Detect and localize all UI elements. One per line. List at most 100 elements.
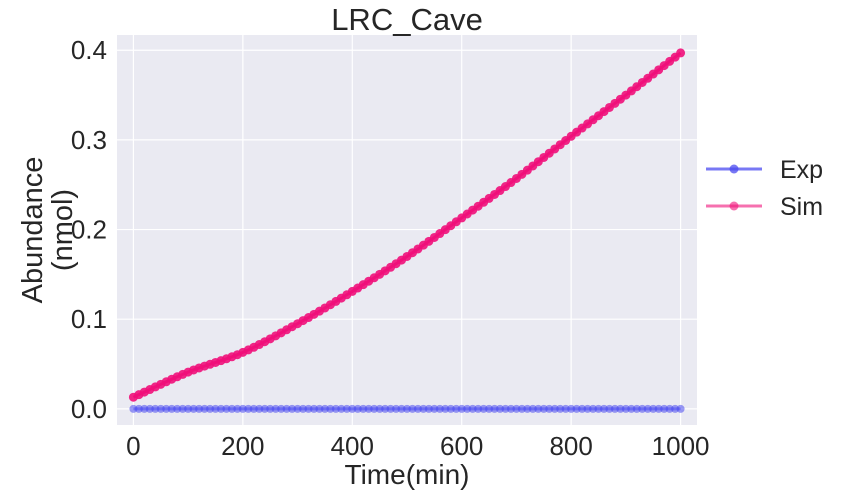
data-point-exp bbox=[392, 404, 401, 413]
data-point-exp bbox=[381, 404, 390, 413]
data-point-exp bbox=[556, 404, 565, 413]
data-point-exp bbox=[277, 404, 286, 413]
data-point-exp bbox=[222, 404, 231, 413]
data-point-exp bbox=[561, 404, 570, 413]
data-point-exp bbox=[238, 404, 247, 413]
data-point-exp bbox=[638, 404, 647, 413]
data-point-exp bbox=[490, 404, 499, 413]
data-point-exp bbox=[567, 404, 576, 413]
legend-label-sim: Sim bbox=[780, 193, 823, 221]
y-tick-label: 0.3 bbox=[71, 125, 107, 155]
data-point-exp bbox=[189, 404, 198, 413]
x-axis-label: Time(min) bbox=[345, 459, 470, 490]
series-layer bbox=[128, 48, 686, 413]
data-point-exp bbox=[485, 404, 494, 413]
x-tick-label: 800 bbox=[549, 431, 592, 461]
data-point-exp bbox=[129, 404, 138, 413]
data-point-exp bbox=[610, 404, 619, 413]
data-point-exp bbox=[523, 404, 532, 413]
legend-marker-exp bbox=[729, 164, 739, 174]
x-tick-label: 200 bbox=[221, 431, 264, 461]
data-point-exp bbox=[320, 404, 329, 413]
x-tick-label: 400 bbox=[331, 431, 374, 461]
data-point-exp bbox=[605, 404, 614, 413]
data-point-exp bbox=[408, 404, 417, 413]
data-point-exp bbox=[255, 404, 264, 413]
data-point-exp bbox=[271, 404, 280, 413]
data-point-exp bbox=[671, 404, 680, 413]
x-tick-label: 600 bbox=[440, 431, 483, 461]
data-point-exp bbox=[474, 404, 483, 413]
data-point-exp bbox=[151, 404, 160, 413]
data-point-exp bbox=[195, 404, 204, 413]
data-point-exp bbox=[309, 404, 318, 413]
data-point-exp bbox=[244, 404, 253, 413]
data-point-exp bbox=[266, 404, 275, 413]
data-point-exp bbox=[627, 404, 636, 413]
data-point-exp bbox=[167, 404, 176, 413]
data-point-exp bbox=[140, 404, 149, 413]
chart-title: LRC_Cave bbox=[331, 2, 483, 37]
data-point-exp bbox=[359, 404, 368, 413]
x-tick-label: 0 bbox=[126, 431, 140, 461]
x-axis-ticks: 0 200 400 600 800 1000 bbox=[126, 431, 709, 461]
data-point-exp bbox=[178, 404, 187, 413]
data-point-exp bbox=[419, 404, 428, 413]
data-point-exp bbox=[348, 404, 357, 413]
data-point-exp bbox=[227, 404, 236, 413]
data-point-exp bbox=[326, 404, 335, 413]
data-point-exp bbox=[501, 404, 510, 413]
data-point-exp bbox=[621, 404, 630, 413]
data-point-exp bbox=[599, 404, 608, 413]
series-exp bbox=[129, 404, 685, 413]
data-point-exp bbox=[578, 404, 587, 413]
legend-item-sim: Sim bbox=[706, 193, 823, 221]
data-point-exp bbox=[353, 404, 362, 413]
data-point-exp bbox=[200, 404, 209, 413]
data-point-exp bbox=[572, 404, 581, 413]
data-point-exp bbox=[649, 404, 658, 413]
data-point-exp bbox=[364, 404, 373, 413]
data-point-exp bbox=[660, 404, 669, 413]
data-point-exp bbox=[304, 404, 313, 413]
data-point-exp bbox=[315, 404, 324, 413]
data-point-exp bbox=[512, 404, 521, 413]
grid-lines bbox=[117, 35, 697, 425]
data-point-sim bbox=[676, 48, 686, 58]
data-point-exp bbox=[375, 404, 384, 413]
data-point-exp bbox=[446, 404, 455, 413]
data-point-exp bbox=[173, 404, 182, 413]
data-point-exp bbox=[435, 404, 444, 413]
data-point-exp bbox=[632, 404, 641, 413]
data-point-exp bbox=[184, 404, 193, 413]
data-point-exp bbox=[545, 404, 554, 413]
y-axis-ticks: 0.0 0.1 0.2 0.3 0.4 bbox=[71, 35, 107, 424]
data-point-exp bbox=[145, 404, 154, 413]
data-point-exp bbox=[441, 404, 450, 413]
x-tick-label: 1000 bbox=[652, 431, 710, 461]
data-point-exp bbox=[288, 404, 297, 413]
y-tick-label: 0.0 bbox=[71, 394, 107, 424]
data-point-exp bbox=[386, 404, 395, 413]
data-point-exp bbox=[342, 404, 351, 413]
data-point-exp bbox=[539, 404, 548, 413]
data-point-exp bbox=[676, 404, 685, 413]
data-point-exp bbox=[430, 404, 439, 413]
data-point-exp bbox=[583, 404, 592, 413]
data-point-exp bbox=[665, 404, 674, 413]
data-point-exp bbox=[337, 404, 346, 413]
data-point-exp bbox=[534, 404, 543, 413]
data-point-exp bbox=[452, 404, 461, 413]
data-point-exp bbox=[643, 404, 652, 413]
data-point-exp bbox=[370, 404, 379, 413]
data-point-exp bbox=[463, 404, 472, 413]
data-point-exp bbox=[216, 404, 225, 413]
data-point-exp bbox=[293, 404, 302, 413]
data-point-exp bbox=[517, 404, 526, 413]
data-point-exp bbox=[589, 404, 598, 413]
legend: Exp Sim bbox=[706, 156, 823, 221]
data-point-exp bbox=[594, 404, 603, 413]
y-axis-label-line-2: (nmol) bbox=[47, 189, 79, 271]
data-point-exp bbox=[403, 404, 411, 413]
